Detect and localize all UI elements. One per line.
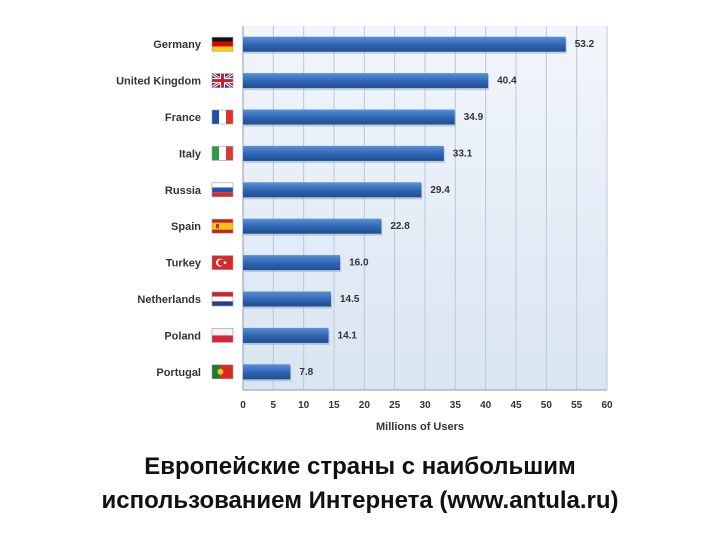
bar-chart: 0 5 10 15 20 25 30 35 40 45 50 55 60 Germany 53.2 Unite… bbox=[116, 26, 613, 433]
category-label-germany: Germany bbox=[153, 39, 202, 51]
turkey-flag-icon bbox=[211, 255, 234, 270]
bar-portugal bbox=[243, 364, 291, 380]
value-label-united-kingdom: 40.4 bbox=[497, 76, 517, 87]
category-label-italy: Italy bbox=[179, 148, 202, 160]
x-tick-label: 10 bbox=[298, 400, 310, 411]
x-tick-label: 50 bbox=[541, 400, 553, 411]
x-tick-label: 35 bbox=[450, 400, 462, 411]
germany-flag-icon bbox=[211, 36, 234, 52]
x-axis-title: Millions of Users bbox=[376, 421, 464, 433]
value-label-turkey: 16.0 bbox=[349, 258, 369, 269]
x-tick-label: 20 bbox=[359, 400, 371, 411]
italy-flag-icon bbox=[211, 146, 234, 161]
bar-italy bbox=[243, 145, 444, 161]
category-label-russia: Russia bbox=[165, 185, 202, 197]
value-label-netherlands: 14.5 bbox=[340, 294, 360, 305]
slide-caption: Европейские страны с наибольшим использо… bbox=[0, 450, 720, 518]
united-kingdom-flag-icon bbox=[211, 72, 234, 89]
category-label-portugal: Portugal bbox=[156, 367, 201, 379]
category-label-united-kingdom: United Kingdom bbox=[116, 76, 201, 88]
value-label-spain: 22.8 bbox=[390, 221, 410, 232]
category-label-poland: Poland bbox=[164, 330, 201, 342]
caption-line-1: Европейские страны с наибольшим bbox=[144, 453, 576, 480]
bar-poland bbox=[243, 327, 329, 343]
x-tick-label: 55 bbox=[571, 400, 583, 411]
x-tick-label: 30 bbox=[419, 400, 431, 411]
x-tick-label: 45 bbox=[510, 400, 522, 411]
bar-germany bbox=[243, 36, 566, 52]
netherlands-flag-icon bbox=[211, 291, 234, 307]
bar-netherlands bbox=[243, 291, 331, 307]
caption-line-2: использованием Интернета (www.antula.ru) bbox=[101, 487, 619, 514]
category-label-netherlands: Netherlands bbox=[137, 294, 201, 306]
x-tick-label: 60 bbox=[601, 400, 613, 411]
bar-france bbox=[243, 109, 455, 125]
spain-flag-icon bbox=[211, 218, 234, 234]
x-tick-label: 0 bbox=[240, 400, 246, 411]
portugal-flag-icon bbox=[211, 364, 234, 380]
value-label-poland: 14.1 bbox=[338, 330, 358, 341]
x-tick-label: 5 bbox=[271, 400, 277, 411]
russia-flag-icon bbox=[211, 182, 234, 198]
poland-flag-icon bbox=[211, 328, 234, 343]
category-label-spain: Spain bbox=[171, 221, 201, 233]
bar-turkey bbox=[243, 255, 341, 271]
france-flag-icon bbox=[211, 109, 234, 125]
value-label-portugal: 7.8 bbox=[299, 367, 313, 378]
category-label-france: France bbox=[165, 112, 201, 124]
value-label-russia: 29.4 bbox=[430, 185, 450, 196]
x-tick-label: 25 bbox=[389, 400, 401, 411]
value-label-germany: 53.2 bbox=[575, 39, 595, 50]
x-tick-label: 40 bbox=[480, 400, 492, 411]
bar-spain bbox=[243, 218, 382, 234]
value-label-france: 34.9 bbox=[464, 112, 484, 123]
value-label-italy: 33.1 bbox=[453, 148, 473, 159]
bar-united-kingdom bbox=[243, 73, 489, 89]
category-label-turkey: Turkey bbox=[166, 258, 202, 270]
bar-russia bbox=[243, 182, 422, 198]
x-tick-label: 15 bbox=[328, 400, 340, 411]
